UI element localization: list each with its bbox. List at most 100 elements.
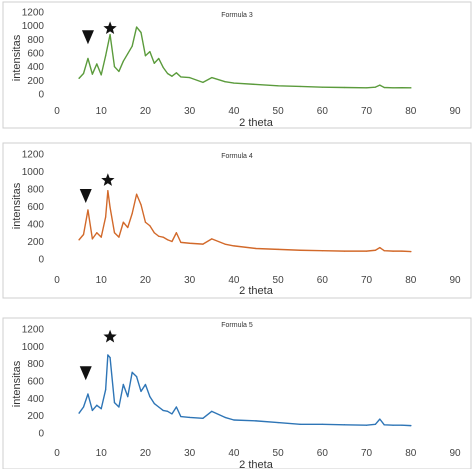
data-point [233,82,235,84]
data-point [233,245,235,247]
data-point [379,84,381,86]
x-tick-label: 70 [361,106,373,117]
triangle-marker-icon [81,30,94,45]
data-point [107,354,109,356]
data-point [343,424,346,426]
data-point [365,424,368,426]
data-point [78,77,80,79]
data-point [383,424,385,426]
data-point [136,26,138,28]
panel-frame-2 [2,142,472,299]
star-marker-icon [103,329,117,343]
data-point [392,424,394,426]
y-tick-label: 1200 [22,325,45,336]
data-point [91,238,93,240]
data-point [171,413,173,415]
data-point [107,190,109,192]
x-tick-label: 0 [54,448,60,459]
x-tick-label: 40 [228,106,240,117]
chart-panel-formula-4: Formula 4 intensitas 2 theta 02004006008… [11,150,461,298]
data-point [122,221,124,223]
data-point [171,75,173,77]
data-point [131,212,133,215]
y-axis-label: intensitas [11,34,23,81]
data-point [180,76,182,78]
data-point [96,404,98,406]
data-point [78,239,80,241]
chart-panel-formula-5: Formula 5 intensitas 2 theta 02004006008… [11,322,461,469]
data-point [224,243,226,245]
data-point [299,85,301,88]
data-point [96,63,98,65]
data-point [127,53,129,55]
series-line [78,190,412,253]
data-point [277,248,279,250]
x-tick-label: 60 [317,448,329,459]
data-point [82,406,85,408]
data-point [224,81,226,83]
data-point [255,83,257,86]
data-point [122,383,124,386]
data-point [401,87,403,89]
data-point [100,74,102,76]
data-point [122,60,124,62]
y-tick-label: 1200 [22,150,45,161]
data-point [162,236,164,238]
data-point [211,77,213,79]
x-tick-label: 50 [273,275,285,286]
data-point [392,250,394,252]
data-point [149,225,151,227]
data-point [175,406,177,408]
data-point [153,402,155,405]
data-point [202,81,204,83]
data-point [109,357,111,359]
series-line [78,354,412,427]
y-tick-label: 400 [27,62,44,73]
x-tick-label: 50 [273,106,285,117]
y-tick-label: 400 [27,220,44,231]
data-point [401,424,403,426]
data-point [100,236,102,238]
x-tick-label: 20 [140,275,152,286]
y-tick-label: 1000 [22,167,45,178]
data-point [365,87,368,89]
data-point [162,409,164,412]
y-tick-label: 1000 [22,342,45,353]
chart-title: Formula 5 [221,322,253,329]
x-tick-label: 30 [184,448,196,459]
x-tick-label: 10 [96,106,108,117]
data-point [105,55,107,57]
data-point [113,232,116,234]
y-tick-label: 1000 [22,21,45,32]
data-point [410,250,412,253]
data-point [127,396,129,398]
x-tick-label: 90 [449,106,461,117]
y-tick-label: 200 [27,237,44,248]
x-tick-label: 80 [405,106,417,117]
data-point [343,250,346,252]
data-point [189,416,191,418]
x-tick-label: 60 [317,275,329,286]
triangle-marker-icon [79,189,92,203]
x-tick-label: 0 [54,106,60,117]
data-point [162,66,164,68]
y-tick-label: 400 [27,394,44,405]
y-axis-label: intensitas [11,182,23,229]
data-point [118,236,120,238]
data-point [180,415,182,418]
data-point [87,393,89,395]
chart-panel-formula-3: Formula 3 intensitas 2 theta 02004006008… [11,8,461,130]
data-point [144,55,147,57]
data-point [136,193,138,195]
data-point [136,376,138,378]
x-tick-label: 90 [449,448,461,459]
data-point [277,85,279,87]
x-tick-label: 20 [140,448,152,459]
y-tick-label: 1200 [22,8,45,19]
y-axis-label: intensitas [11,360,23,407]
data-point [127,226,129,229]
x-tick-label: 50 [273,448,285,459]
data-point [166,410,169,412]
data-point [175,72,177,74]
y-tick-label: 800 [27,359,44,370]
